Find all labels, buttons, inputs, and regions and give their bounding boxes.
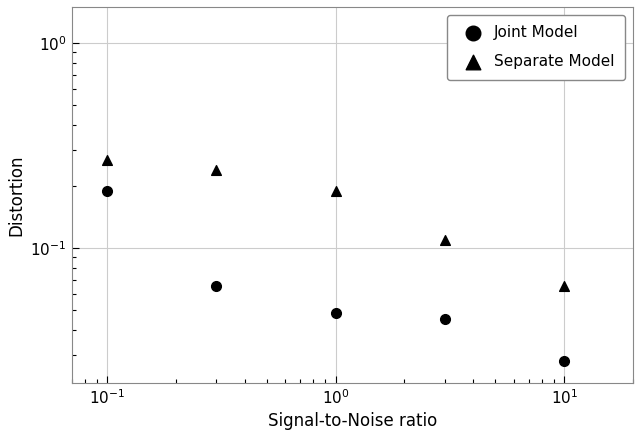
Separate Model (102, 156, 112, 163)
Y-axis label: Distortion: Distortion (7, 154, 25, 236)
Joint Model (102, 187, 112, 194)
X-axis label: Signal-to-Noise ratio: Signal-to-Noise ratio (268, 412, 437, 430)
Joint Model (559, 358, 570, 365)
Separate Model (211, 166, 221, 173)
Separate Model (559, 283, 570, 290)
Joint Model (330, 310, 340, 317)
Legend: Joint Model, Separate Model: Joint Model, Separate Model (447, 14, 625, 80)
Joint Model (211, 283, 221, 290)
Separate Model (330, 187, 340, 194)
Separate Model (440, 236, 450, 243)
Joint Model (440, 316, 450, 323)
